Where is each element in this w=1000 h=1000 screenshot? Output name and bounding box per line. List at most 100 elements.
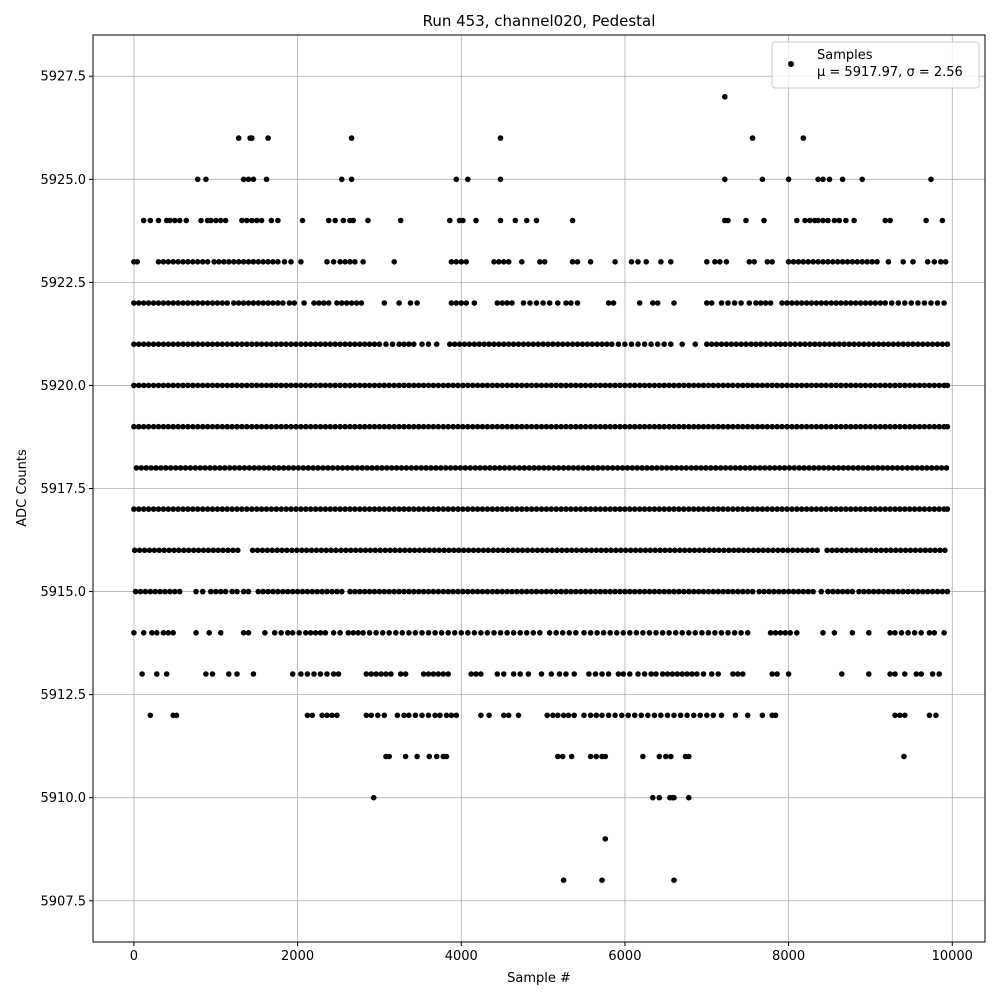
data-point <box>603 547 609 554</box>
data-point <box>794 506 800 512</box>
data-point <box>743 217 749 224</box>
data-point <box>661 506 667 512</box>
data-point <box>251 465 257 471</box>
data-point <box>290 465 297 471</box>
data-point <box>365 217 371 224</box>
data-point <box>672 547 678 554</box>
data-point <box>814 547 820 554</box>
data-point <box>273 382 280 389</box>
data-point <box>666 423 672 430</box>
data-point <box>595 465 601 471</box>
data-point <box>440 382 447 389</box>
data-point <box>749 382 756 389</box>
data-point <box>268 217 275 224</box>
data-point <box>360 630 366 636</box>
legend-series-label: Samples <box>817 48 873 63</box>
data-point <box>627 382 633 389</box>
data-point <box>342 423 348 430</box>
data-point <box>769 259 775 265</box>
data-point <box>240 630 247 636</box>
data-point <box>145 423 152 430</box>
data-point <box>432 630 438 636</box>
data-point <box>289 588 296 595</box>
data-point <box>368 671 375 677</box>
data-point <box>587 259 594 265</box>
data-point <box>419 712 425 719</box>
data-point <box>240 300 247 306</box>
data-point <box>317 630 324 636</box>
data-point <box>312 423 319 430</box>
data-point <box>474 423 481 430</box>
data-point <box>753 300 759 306</box>
data-point <box>597 506 604 512</box>
data-point <box>853 547 860 554</box>
data-point <box>204 341 211 348</box>
data-point <box>419 630 425 636</box>
data-point <box>543 506 550 512</box>
data-point <box>322 382 329 389</box>
data-point <box>672 630 679 636</box>
data-point <box>538 506 545 512</box>
data-point <box>681 588 687 595</box>
data-point <box>406 712 412 719</box>
data-point <box>501 259 507 265</box>
data-point <box>761 217 767 224</box>
data-point <box>239 506 245 512</box>
data-point <box>592 423 599 430</box>
data-point <box>759 506 766 512</box>
data-point <box>364 465 370 471</box>
data-point <box>882 382 888 389</box>
data-point <box>440 423 447 430</box>
data-point <box>582 588 589 595</box>
data-point <box>725 588 731 595</box>
data-point <box>520 341 527 348</box>
data-point <box>396 423 402 430</box>
data-point <box>244 382 250 389</box>
data-point <box>666 630 672 636</box>
data-point <box>324 588 330 595</box>
data-point <box>491 341 497 348</box>
data-point <box>640 630 646 636</box>
data-point <box>852 300 859 306</box>
data-point <box>494 506 501 512</box>
data-point <box>451 341 458 348</box>
data-point <box>695 423 702 430</box>
data-point <box>706 547 712 554</box>
data-point <box>873 547 879 554</box>
data-point <box>347 423 353 430</box>
data-point <box>520 300 527 306</box>
data-point <box>833 382 839 389</box>
data-point <box>324 712 330 719</box>
data-point <box>582 382 589 389</box>
data-point <box>931 382 938 389</box>
data-point <box>546 300 553 306</box>
data-point <box>541 259 548 265</box>
data-point <box>231 465 238 471</box>
data-point <box>150 423 157 430</box>
data-point <box>531 465 537 471</box>
data-point <box>852 423 859 430</box>
data-point <box>482 465 488 471</box>
data-point <box>322 423 329 430</box>
data-point <box>753 341 759 348</box>
data-point <box>746 300 753 306</box>
data-point <box>260 259 267 265</box>
data-point <box>384 465 390 471</box>
data-point <box>538 671 545 677</box>
data-point <box>321 300 327 306</box>
data-point <box>373 630 379 636</box>
data-point <box>504 630 510 636</box>
data-point <box>352 341 358 348</box>
data-point <box>560 712 567 719</box>
data-point <box>867 423 874 430</box>
data-point <box>152 588 158 595</box>
data-point <box>357 382 363 389</box>
data-point <box>730 506 736 512</box>
data-point <box>479 382 486 389</box>
data-point <box>160 506 167 512</box>
data-point <box>469 423 476 430</box>
data-point <box>800 259 807 265</box>
data-point <box>273 423 280 430</box>
data-point <box>933 712 939 719</box>
